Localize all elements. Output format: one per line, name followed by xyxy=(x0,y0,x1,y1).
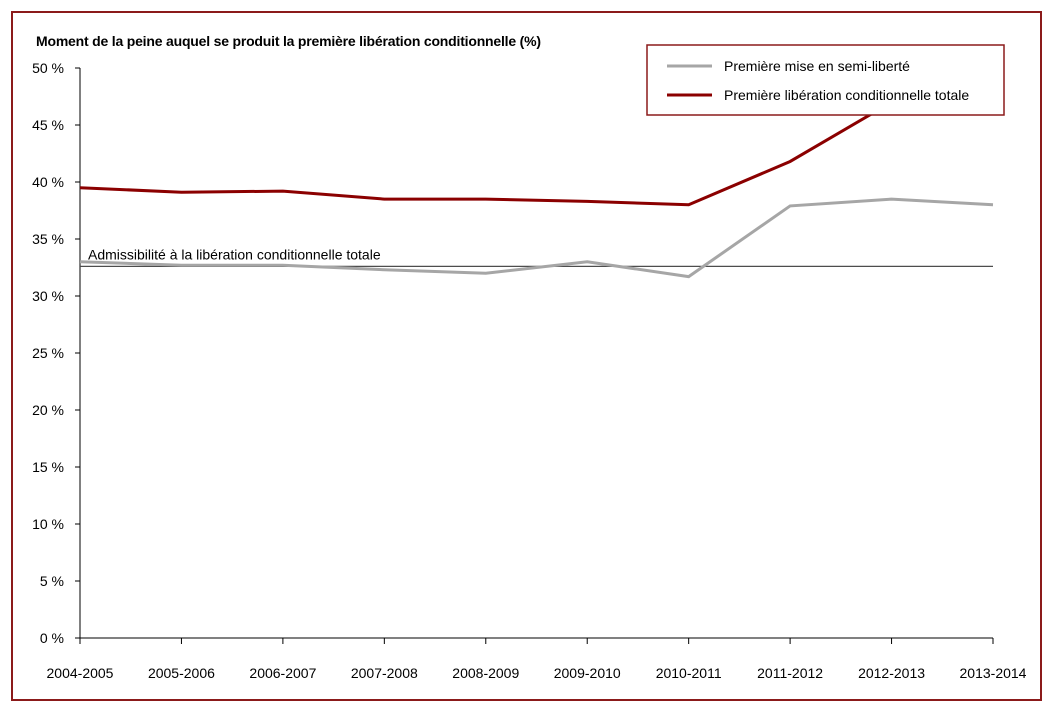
chart-title: Moment de la peine auquel se produit la … xyxy=(36,33,541,49)
legend-label: Première libération conditionnelle total… xyxy=(724,87,969,103)
series-group xyxy=(79,95,994,279)
y-tick-label: 40 % xyxy=(32,174,64,190)
y-tick-label: 15 % xyxy=(32,459,64,475)
y-tick-label: 25 % xyxy=(32,345,64,361)
legend: Première mise en semi-liberté Première li… xyxy=(646,44,1005,116)
y-tick-label: 20 % xyxy=(32,402,64,418)
x-tick-label: 2009-2010 xyxy=(554,665,621,681)
legend-box xyxy=(646,44,1005,116)
reference-line-label: Admissibilité à la libération conditionn… xyxy=(88,246,381,262)
reference-line-group: Admissibilité à la libération conditionn… xyxy=(80,246,993,268)
y-tick-label: 30 % xyxy=(32,288,64,304)
y-tick-label: 45 % xyxy=(32,117,64,133)
series-line-liberation-totale xyxy=(79,95,994,207)
y-tick-label: 50 % xyxy=(32,60,64,76)
y-tick-label: 0 % xyxy=(40,630,64,646)
x-tick-label: 2011-2012 xyxy=(757,665,823,681)
x-tick-label: 2004-2005 xyxy=(47,665,114,681)
axes: 0 % 5 % 10 % 15 % 20 % 25 % 30 % 35 % 40 % 45 % 50… xyxy=(32,60,1027,681)
legend-label: Première mise en semi-liberté xyxy=(724,58,910,74)
y-tick-label: 5 % xyxy=(40,573,64,589)
x-tick-label: 2012-2013 xyxy=(858,665,925,681)
x-tick-label: 2006-2007 xyxy=(249,665,316,681)
x-tick-label: 2005-2006 xyxy=(148,665,215,681)
x-tick-label: 2010-2011 xyxy=(656,665,722,681)
y-tick-label: 10 % xyxy=(32,516,64,532)
chart-frame xyxy=(11,11,1042,701)
y-tick-label: 35 % xyxy=(32,231,64,247)
x-tick-label: 2008-2009 xyxy=(452,665,519,681)
series-line-semi-liberte xyxy=(79,197,994,279)
x-tick-label: 2013-2014 xyxy=(960,665,1027,681)
x-tick-label: 2007-2008 xyxy=(351,665,418,681)
